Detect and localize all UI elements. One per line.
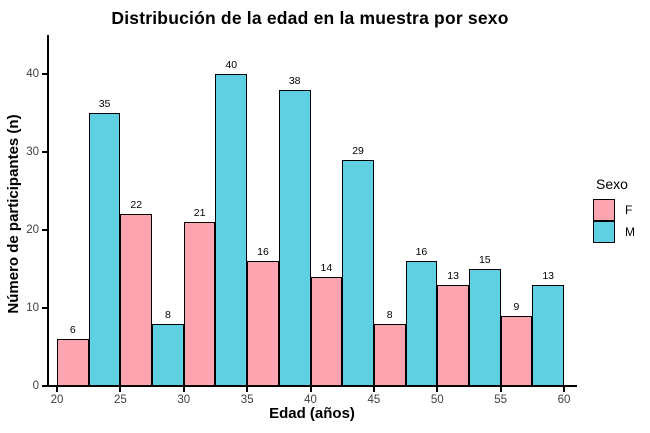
- y-axis-label: Número de participantes (n): [5, 114, 22, 314]
- bar-value-label: 13: [542, 269, 554, 282]
- bar-M-55-60: [532, 284, 564, 386]
- y-tick-label: 40: [26, 68, 39, 80]
- legend-label-M: M: [625, 225, 635, 239]
- y-tick: [42, 229, 47, 231]
- bar-value-label: 16: [415, 246, 428, 259]
- bar-value-label: 8: [164, 308, 171, 321]
- bar-value-label: 40: [225, 59, 238, 71]
- bar-F-45-50: [373, 323, 406, 386]
- x-tick: [372, 387, 375, 392]
- x-tick: [499, 387, 502, 392]
- x-tick-label: 40: [304, 394, 317, 406]
- bar-F-55-60: [500, 315, 533, 386]
- x-tick: [182, 387, 185, 392]
- x-axis-label: Edad (años): [269, 405, 355, 422]
- bar-M-50-55: [468, 269, 501, 386]
- x-tick: [309, 387, 312, 392]
- x-tick-label: 25: [113, 394, 127, 406]
- legend-title: Sexo: [596, 176, 628, 192]
- bar-M-40-45: [342, 159, 374, 386]
- x-tick-label: 50: [430, 394, 444, 406]
- x-tick-label: 55: [494, 394, 508, 406]
- y-tick-label: 20: [26, 224, 39, 236]
- x-tick: [119, 387, 122, 392]
- bar-value-label: 6: [69, 324, 76, 337]
- bar-value-label: 15: [478, 254, 491, 266]
- bar-M-20-25: [88, 113, 121, 386]
- y-tick-label: 0: [32, 380, 39, 392]
- y-tick-label: 30: [26, 146, 39, 158]
- x-tick-label: 45: [367, 394, 381, 406]
- y-tick: [42, 151, 47, 153]
- x-tick-label: 30: [177, 394, 191, 406]
- y-tick: [42, 73, 47, 75]
- bar-M-45-50: [405, 261, 438, 386]
- y-axis-line: [47, 35, 49, 387]
- bar-M-35-40: [278, 89, 311, 386]
- bar-value-label: 9: [513, 300, 520, 313]
- y-tick-label: 10: [26, 302, 39, 314]
- legend-entry-M: M: [593, 221, 635, 243]
- legend-label-F: F: [625, 203, 633, 217]
- bar-F-30-35: [183, 222, 216, 386]
- legend-key-F: [593, 199, 615, 221]
- x-tick: [436, 387, 439, 392]
- bar-M-30-35: [215, 74, 248, 386]
- bar-value-label: 16: [257, 246, 269, 259]
- bar-F-50-55: [437, 284, 469, 386]
- bar-F-35-40: [247, 261, 279, 386]
- bar-value-label: 14: [320, 261, 333, 274]
- bar-value-label: 22: [130, 199, 143, 212]
- bar-F-40-45: [310, 276, 343, 386]
- bar-value-label: 13: [447, 269, 459, 282]
- x-tick: [56, 387, 58, 392]
- x-tick-label: 35: [240, 394, 254, 406]
- bar-value-label: 35: [98, 98, 111, 110]
- bar-F-25-30: [120, 214, 153, 386]
- x-axis-line: [47, 385, 577, 387]
- x-tick-label: 20: [50, 394, 64, 406]
- bar-F-20-25: [57, 339, 89, 386]
- chart-title: Distribución de la edad en la muestra po…: [111, 8, 509, 28]
- x-tick: [563, 387, 565, 392]
- legend-key-M: [593, 221, 615, 243]
- bar-value-label: 29: [352, 144, 364, 157]
- x-tick: [246, 387, 249, 392]
- y-tick: [42, 307, 47, 309]
- bar-value-label: 38: [288, 74, 301, 87]
- x-tick-label: 60: [557, 394, 571, 406]
- bar-M-25-30: [152, 323, 184, 386]
- bar-value-label: 8: [386, 308, 393, 321]
- bar-value-label: 21: [193, 207, 206, 220]
- y-tick: [42, 385, 47, 387]
- legend-entry-F: F: [593, 199, 635, 221]
